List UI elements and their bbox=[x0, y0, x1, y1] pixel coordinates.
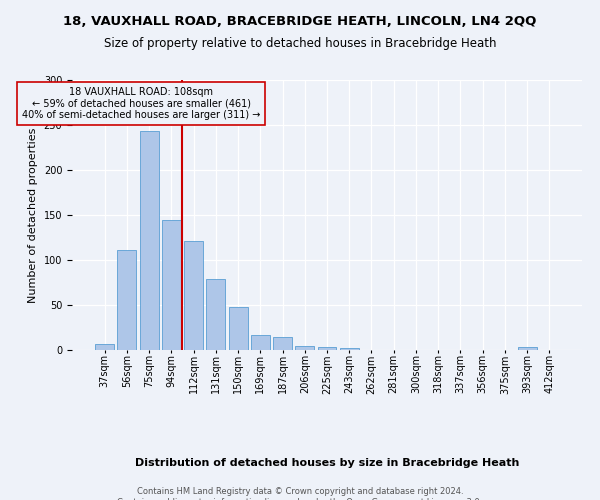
Text: Contains HM Land Registry data © Crown copyright and database right 2024.
Contai: Contains HM Land Registry data © Crown c… bbox=[118, 488, 482, 500]
Y-axis label: Number of detached properties: Number of detached properties bbox=[28, 128, 38, 302]
Bar bbox=[317, 348, 337, 350]
Bar bbox=[340, 348, 359, 350]
Bar bbox=[295, 346, 314, 350]
Bar bbox=[140, 132, 158, 350]
Bar bbox=[206, 279, 225, 350]
Bar bbox=[229, 307, 248, 350]
Bar bbox=[251, 334, 270, 350]
Bar bbox=[273, 338, 292, 350]
Text: 18 VAUXHALL ROAD: 108sqm
← 59% of detached houses are smaller (461)
40% of semi-: 18 VAUXHALL ROAD: 108sqm ← 59% of detach… bbox=[22, 87, 260, 120]
Bar bbox=[184, 241, 203, 350]
Bar bbox=[518, 348, 536, 350]
Text: Size of property relative to detached houses in Bracebridge Heath: Size of property relative to detached ho… bbox=[104, 38, 496, 51]
Bar bbox=[162, 220, 181, 350]
Text: 18, VAUXHALL ROAD, BRACEBRIDGE HEATH, LINCOLN, LN4 2QQ: 18, VAUXHALL ROAD, BRACEBRIDGE HEATH, LI… bbox=[64, 15, 536, 28]
Bar bbox=[95, 344, 114, 350]
Bar bbox=[118, 250, 136, 350]
Text: Distribution of detached houses by size in Bracebridge Heath: Distribution of detached houses by size … bbox=[135, 458, 519, 468]
